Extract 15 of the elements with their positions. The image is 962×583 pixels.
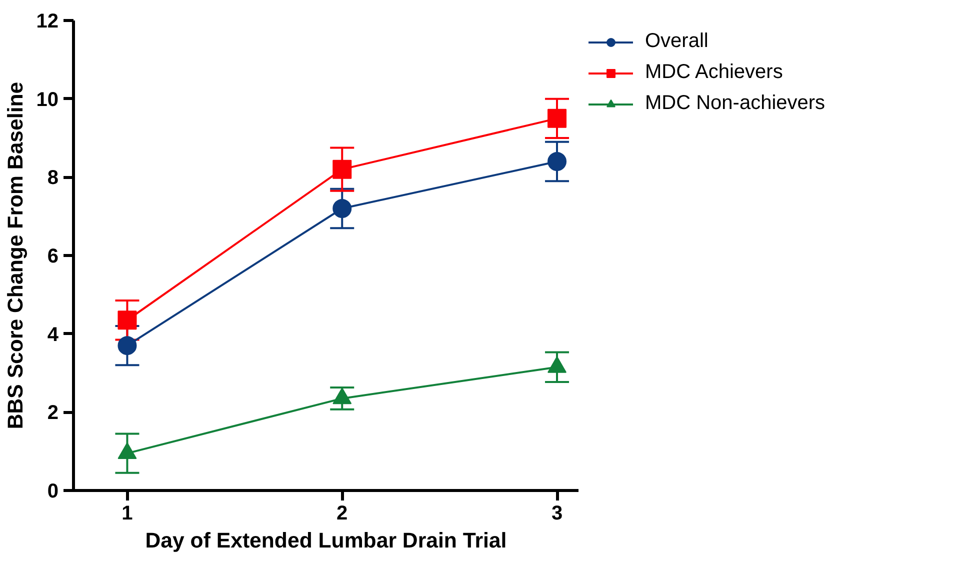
legend-label: MDC Achievers xyxy=(645,61,783,84)
y-tick-label: 8 xyxy=(47,167,58,190)
legend-label: Overall xyxy=(645,30,708,53)
x-tick-label: 1 xyxy=(122,502,133,524)
y-tick-label: 12 xyxy=(36,10,59,32)
y-axis-title: BBS Score Change From Baseline xyxy=(3,82,28,430)
x-tick-label: 3 xyxy=(551,502,563,524)
y-tick-label: 4 xyxy=(47,324,60,346)
y-tick-label: 2 xyxy=(47,402,58,424)
x-axis-title: Day of Extended Lumbar Drain Trial xyxy=(145,528,507,552)
legend-label: MDC Non-achievers xyxy=(645,92,826,115)
x-tick-label: 2 xyxy=(336,502,348,524)
y-tick-label: 0 xyxy=(47,480,58,502)
y-tick-label: 6 xyxy=(47,246,58,268)
y-tick-label: 10 xyxy=(36,88,59,111)
